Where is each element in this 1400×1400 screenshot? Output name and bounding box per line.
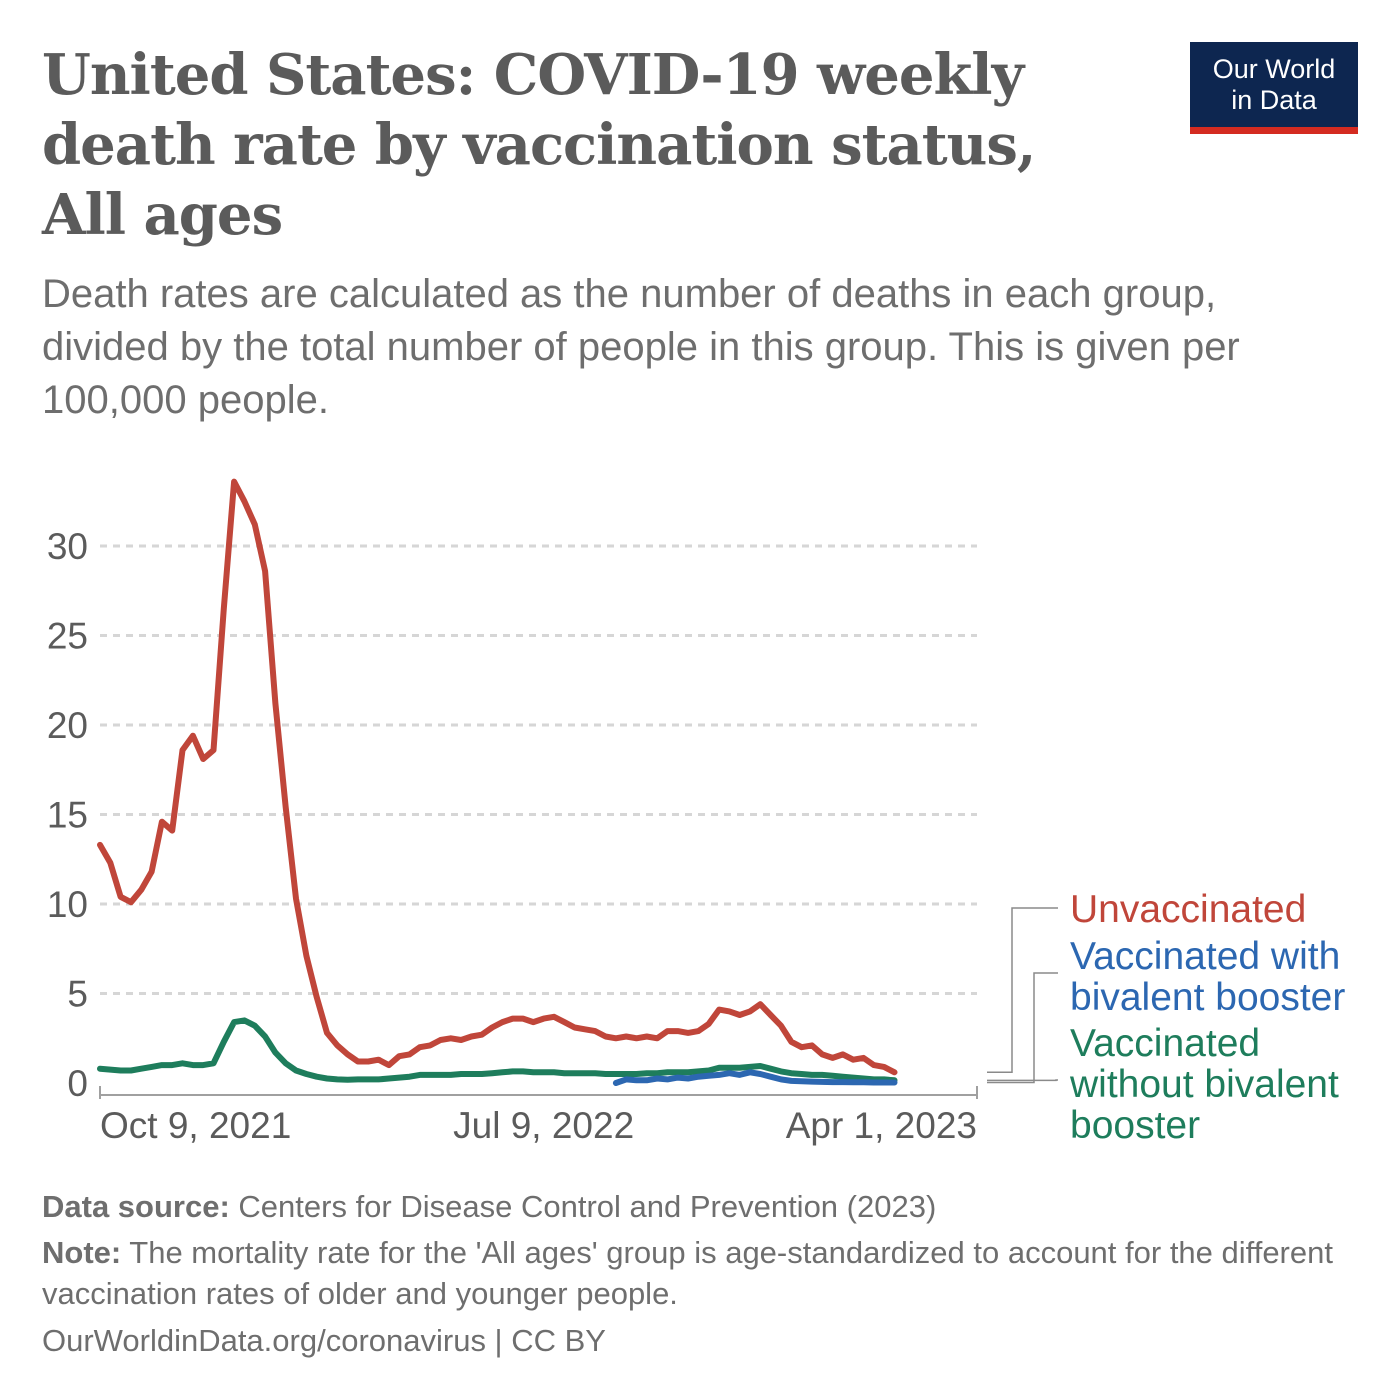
y-tick-label-0: 0 <box>67 1063 88 1104</box>
legend-label-without_bivalent: booster <box>1070 1104 1200 1147</box>
owid-logo[interactable]: Our World in Data <box>1190 42 1358 134</box>
x-axis: Oct 9, 2021 Jul 9, 2022 Apr 1, 2023 <box>99 1086 978 1146</box>
y-tick-label-20: 20 <box>47 705 88 746</box>
x-tick-label: Jul 9, 2022 <box>453 1105 634 1146</box>
y-tick-label-5: 5 <box>67 974 88 1015</box>
source-url[interactable]: OurWorldinData.org/coronavirus | CC BY <box>42 1320 1362 1361</box>
series-line-bivalent <box>612 1069 898 1086</box>
chart-subtitle: Death rates are calculated as the number… <box>42 272 1240 422</box>
logo-line-2: in Data <box>1231 84 1317 115</box>
series-line-without_bivalent <box>97 1017 898 1084</box>
legend-label-unvaccinated: Unvaccinated <box>1070 888 1306 931</box>
legend-connector-unvaccinated <box>987 907 1058 1074</box>
legend-label-bivalent: bivalent booster <box>1070 976 1345 1019</box>
y-tick-label-15: 15 <box>47 795 88 836</box>
grid-lines <box>100 544 977 995</box>
y-tick-label-10: 10 <box>47 884 88 925</box>
data-source: Data source: Centers for Disease Control… <box>42 1186 1362 1227</box>
series-lines <box>97 478 898 1086</box>
source-url-text[interactable]: OurWorldinData.org/coronavirus | CC BY <box>42 1323 606 1358</box>
y-tick-label-25: 25 <box>47 616 88 657</box>
legend-label-bivalent: Vaccinated with <box>1070 935 1340 978</box>
y-axis-ticks: 0 5 10 15 20 25 30 <box>47 526 88 1104</box>
y-tick-label-30: 30 <box>47 526 88 567</box>
logo-line-1: Our World <box>1212 53 1336 84</box>
x-tick-label: Oct 9, 2021 <box>100 1105 291 1146</box>
series-line-unvaccinated <box>97 478 898 1076</box>
x-tick-label: Apr 1, 2023 <box>786 1105 977 1146</box>
note-text: The mortality rate for the 'All ages' gr… <box>42 1235 1333 1311</box>
chart-title: United States: COVID-19 weekly death rat… <box>42 42 1036 248</box>
data-source-label: Data source: <box>42 1189 230 1224</box>
data-source-text: Centers for Disease Control and Preventi… <box>229 1189 937 1224</box>
legend-connector-bivalent <box>987 972 1058 1084</box>
note-label: Note: <box>42 1235 122 1270</box>
chart-note: Note: The mortality rate for the 'All ag… <box>42 1232 1362 1314</box>
legend-label-without_bivalent: without bivalent <box>1069 1063 1339 1106</box>
legend-label-without_bivalent: Vaccinated <box>1070 1022 1260 1065</box>
